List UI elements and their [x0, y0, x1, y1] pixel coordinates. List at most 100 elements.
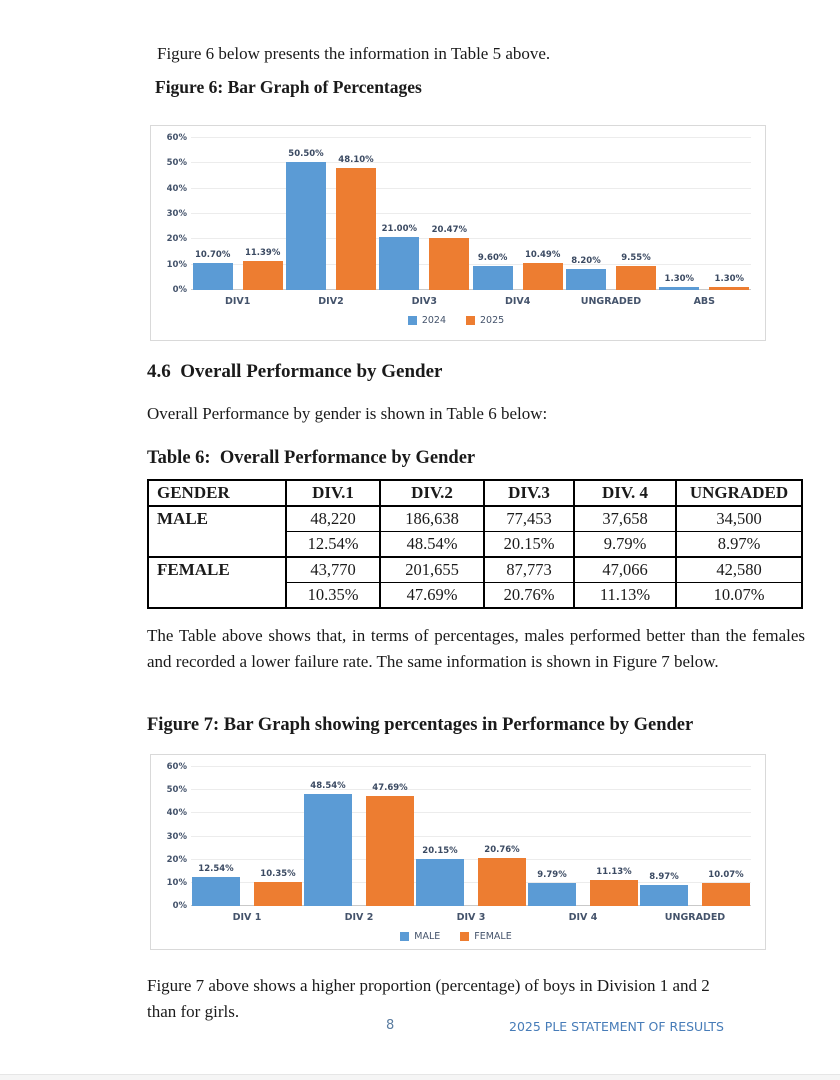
female-div3-count: 87,773: [483, 556, 575, 583]
bar-value-label: 10.07%: [708, 869, 744, 880]
legend-label: 2025: [480, 315, 505, 326]
bar-group-div3: 21.00% 20.47%: [378, 138, 471, 290]
bar-column: 50.50%: [285, 138, 326, 290]
bar-group-div1: 10.70% 11.39%: [191, 138, 284, 290]
header-div2: DIV.2: [379, 479, 485, 507]
y-axis-tick-label: 60%: [166, 762, 187, 772]
bar-2024-div4: [472, 265, 513, 290]
bar-female-div-4: [590, 880, 638, 906]
bar-group-div2: 50.50% 48.10%: [284, 138, 377, 290]
bar-column: 20.15%: [416, 767, 464, 906]
bar-column: 47.69%: [366, 767, 414, 906]
gridline: [191, 905, 751, 906]
x-axis-category-label: DIV 1: [232, 912, 262, 923]
bar-column: 11.39%: [242, 138, 283, 290]
bar-value-label: 8.97%: [649, 872, 679, 883]
bar-group-div-1: 12.54% 10.35%: [191, 767, 303, 906]
bar-2025-div3: [429, 238, 470, 290]
y-axis-tick-label: 10%: [166, 259, 187, 270]
male-ungraded-pct: 8.97%: [675, 531, 803, 558]
bar-value-label: 48.54%: [310, 780, 346, 791]
bar-value-label: 1.30%: [714, 273, 745, 284]
bar-female-div-1: [254, 882, 302, 906]
bar-male-ungraded: [640, 885, 688, 906]
female-ungraded-pct: 10.07%: [675, 582, 803, 609]
bar-column: 10.49%: [522, 138, 563, 290]
y-axis-tick-label: 20%: [166, 234, 187, 245]
bar-2025-abs: [709, 286, 750, 290]
bar-male-div-3: [416, 859, 464, 906]
legend-label: MALE: [414, 931, 441, 942]
bar-value-label: 11.39%: [244, 248, 281, 259]
gridline: [191, 162, 751, 164]
bar-female-ungraded: [702, 882, 750, 906]
bar-value-label: 50.50%: [288, 149, 324, 160]
bar-value-label: 20.15%: [422, 846, 458, 857]
x-axis-category-label: DIV4: [504, 296, 531, 307]
bar-female-div-3: [478, 857, 526, 906]
bar-male-div-4: [528, 883, 576, 906]
closing-paragraph: Figure 7 above shows a higher proportion…: [147, 976, 710, 1021]
y-axis-tick-label: 40%: [166, 183, 187, 194]
figure7-heading: Figure 7: Bar Graph showing percentages …: [147, 715, 694, 735]
page-bottom-edge: [0, 1074, 840, 1080]
legend-swatch: [460, 932, 470, 941]
figure7-legend: MALE FEMALE: [159, 923, 753, 942]
table6-overall-performance-by-gender: GENDER DIV.1 DIV.2 DIV.3 DIV. 4 UNGRADED…: [147, 479, 803, 609]
table6-heading: Table 6: Overall Performance by Gender: [147, 448, 476, 468]
bar-column: 10.70%: [192, 138, 233, 290]
male-div2-pct: 48.54%: [379, 531, 485, 558]
bar-column: 20.76%: [478, 767, 526, 906]
bar-value-label: 12.54%: [198, 863, 234, 874]
section-heading-4-6: 4.6 Overall Performance by Gender: [147, 361, 443, 382]
bar-column: 12.54%: [192, 767, 240, 906]
legend-item-2025: 2025: [466, 315, 504, 326]
bar-column: 8.20%: [565, 138, 606, 290]
figure7-plot-area: 0% 10% 20% 30% 40% 50% 60% 12.54% 10.35% 48.54% 47…: [167, 762, 751, 911]
figure6-heading: Figure 6: Bar Graph of Percentages: [155, 77, 422, 97]
y-axis-tick-label: 30%: [166, 831, 187, 842]
bar-value-label: 10.70%: [194, 249, 231, 260]
bar-value-label: 9.79%: [537, 870, 567, 881]
bar-group-ungraded: 8.20% 9.55%: [564, 138, 657, 290]
male-div3-pct: 20.15%: [483, 531, 575, 558]
bar-column: 21.00%: [379, 138, 420, 290]
legend-item-female: FEMALE: [460, 931, 512, 942]
bar-2024-div1: [192, 262, 233, 290]
legend-label: FEMALE: [474, 931, 512, 942]
bar-column: 9.79%: [528, 767, 576, 906]
bar-column: 9.60%: [472, 138, 513, 290]
female-div1-pct: 10.35%: [285, 582, 381, 609]
table-row: MALE 48,220 186,638 77,453 37,658 34,500: [147, 505, 803, 558]
gridline: [191, 238, 751, 240]
male-label-cell: MALE: [147, 505, 287, 558]
figure6-plot-area: 0% 10% 20% 30% 40% 50% 60% 10.70% 11.39% 50.50% 48…: [167, 133, 751, 295]
figure7-x-axis: DIV 1 DIV 2 DIV 3 DIV 4 UNGRADED: [191, 906, 751, 923]
bar-column: 8.97%: [640, 767, 688, 906]
table-row: 12.54% 48.54% 20.15% 9.79% 8.97%: [148, 531, 803, 558]
bar-column: 10.07%: [702, 767, 750, 906]
y-axis-tick-label: 30%: [166, 209, 187, 219]
bar-group-div4: 9.60% 10.49%: [471, 138, 564, 290]
bar-value-label: 48.10%: [338, 155, 374, 166]
figure6-bar-chart: 0% 10% 20% 30% 40% 50% 60% 10.70% 11.39% 50.50% 48…: [150, 125, 766, 341]
bar-column: 1.30%: [659, 138, 700, 290]
male-div1-count: 48,220: [285, 505, 381, 532]
gridline: [191, 881, 751, 883]
bar-column: 1.30%: [709, 138, 750, 290]
legend-item-male: MALE: [400, 931, 440, 942]
male-div4-count: 37,658: [573, 505, 677, 532]
x-axis-category-label: DIV3: [411, 296, 438, 307]
bar-2024-div2: [285, 162, 326, 290]
male-div4-pct: 9.79%: [573, 531, 677, 558]
male-div3-count: 77,453: [483, 505, 575, 532]
bar-column: 20.47%: [429, 138, 470, 290]
female-div1-count: 43,770: [285, 556, 381, 583]
intro-paragraph: Figure 6 below presents the information …: [157, 44, 551, 63]
x-axis-category-label: DIV2: [318, 296, 344, 307]
gridline: [191, 263, 751, 265]
female-div4-pct: 11.13%: [573, 582, 677, 609]
x-axis-category-label: DIV 4: [568, 912, 598, 923]
gridline: [191, 812, 751, 814]
header-div1: DIV.1: [285, 479, 381, 507]
